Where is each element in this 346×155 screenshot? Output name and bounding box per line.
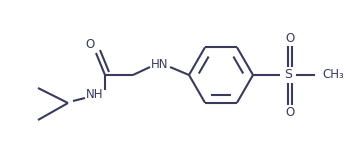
Text: S: S [284,69,292,82]
Text: HN: HN [151,58,169,71]
Text: NH: NH [86,89,104,102]
Text: CH₃: CH₃ [322,69,344,82]
Text: O: O [85,38,94,51]
Text: O: O [285,31,295,44]
Text: O: O [285,106,295,120]
